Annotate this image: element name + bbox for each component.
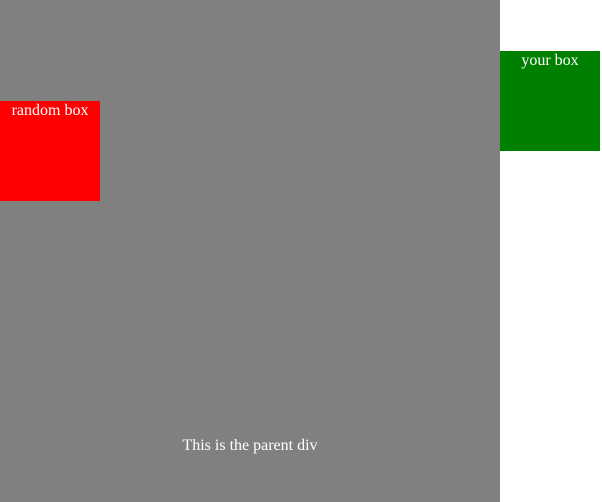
random-box: random box	[0, 101, 100, 201]
your-box: your box	[500, 51, 600, 151]
parent-div: This is the parent div	[0, 0, 500, 502]
random-box-label: random box	[11, 102, 89, 119]
parent-div-label: This is the parent div	[182, 437, 318, 454]
your-box-label: your box	[521, 52, 579, 69]
